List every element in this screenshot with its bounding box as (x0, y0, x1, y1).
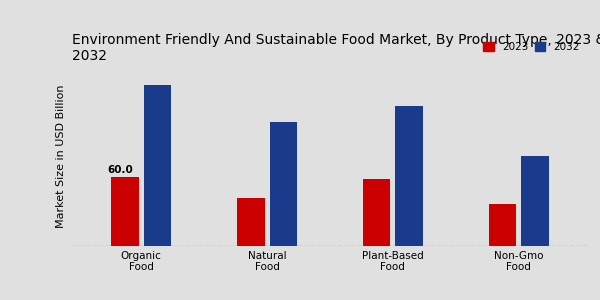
Bar (269, 122, 297, 246)
Bar (395, 106, 423, 246)
Bar (521, 157, 549, 246)
Bar (144, 85, 172, 246)
Legend: 2023, 2032: 2023, 2032 (480, 39, 583, 55)
Bar (363, 179, 391, 246)
Bar (488, 203, 516, 246)
Bar (237, 198, 265, 246)
Y-axis label: Market Size in USD Billion: Market Size in USD Billion (56, 84, 67, 228)
Bar (111, 177, 139, 246)
Text: Environment Friendly And Sustainable Food Market, By Product Type, 2023 &
2032: Environment Friendly And Sustainable Foo… (72, 33, 600, 63)
Text: 60.0: 60.0 (107, 165, 133, 176)
